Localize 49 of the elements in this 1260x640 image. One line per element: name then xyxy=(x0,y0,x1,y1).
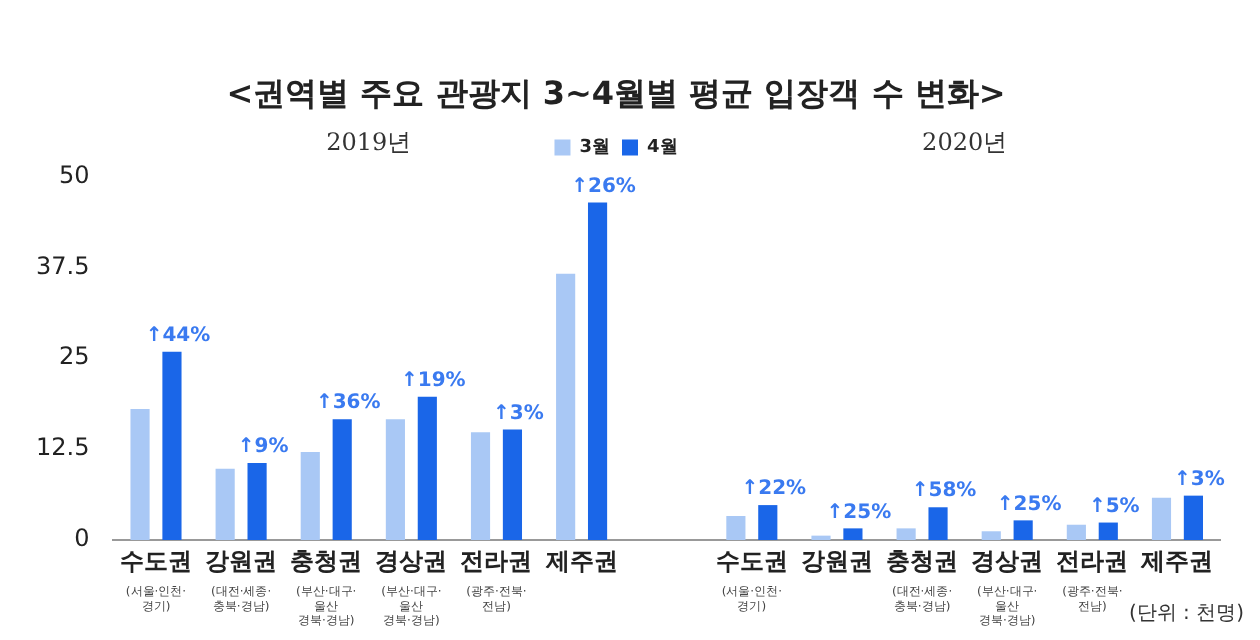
annotation: ↑9% xyxy=(237,436,289,459)
bar xyxy=(556,273,576,540)
bar xyxy=(502,429,523,540)
bar xyxy=(385,419,405,540)
y-tick-label: 0 xyxy=(74,524,90,553)
bar xyxy=(726,516,746,540)
bar xyxy=(896,528,916,540)
annotation: ↑25% xyxy=(996,493,1062,516)
bar xyxy=(587,202,608,540)
bar xyxy=(1098,522,1118,540)
bar xyxy=(758,505,778,540)
x-tick-label: 제주권 xyxy=(543,546,618,575)
bar xyxy=(130,409,150,540)
y-tick-label: 50 xyxy=(58,160,90,189)
legend-label: 3월 xyxy=(579,138,611,159)
bar xyxy=(215,468,235,540)
annotation: ↑5% xyxy=(1088,495,1140,518)
annotation: ↑3% xyxy=(493,402,544,425)
bar xyxy=(247,462,267,540)
bar xyxy=(1183,495,1203,540)
annotation: ↑44% xyxy=(145,324,211,347)
annotation: ↑3% xyxy=(1174,468,1225,491)
bar xyxy=(417,396,437,540)
bar xyxy=(332,419,352,540)
text: 2019년 xyxy=(326,128,412,157)
bar xyxy=(1066,524,1086,540)
bar xyxy=(981,531,1001,540)
text: (단위 : 천명) xyxy=(1128,603,1245,626)
bar xyxy=(470,432,491,540)
bar xyxy=(300,452,320,540)
bar xyxy=(1013,520,1033,540)
y-tick-label: 37.5 xyxy=(36,251,90,280)
y-tick-label: 25 xyxy=(58,342,90,371)
annotation: ↑26% xyxy=(571,175,636,198)
bar xyxy=(162,351,182,540)
annotation: ↑36% xyxy=(315,392,381,415)
annotation: ↑19% xyxy=(400,369,466,392)
annotation: ↑58% xyxy=(911,480,977,503)
chart-title: <권역별 주요 관광지 3~4월별 평균 입장객 수 변화> xyxy=(226,73,1006,112)
annotation: ↑22% xyxy=(741,478,807,501)
bar xyxy=(928,507,948,540)
annotation: ↑25% xyxy=(826,501,892,524)
bar xyxy=(843,528,863,540)
bar xyxy=(1151,497,1172,540)
y-tick-label: 12.5 xyxy=(36,433,90,462)
text: 2020년 xyxy=(922,128,1008,157)
x-tick-label: 강원권 xyxy=(800,546,873,575)
x-tick-label: 제주권 xyxy=(1139,546,1214,575)
legend-label: 4월 xyxy=(647,138,678,159)
